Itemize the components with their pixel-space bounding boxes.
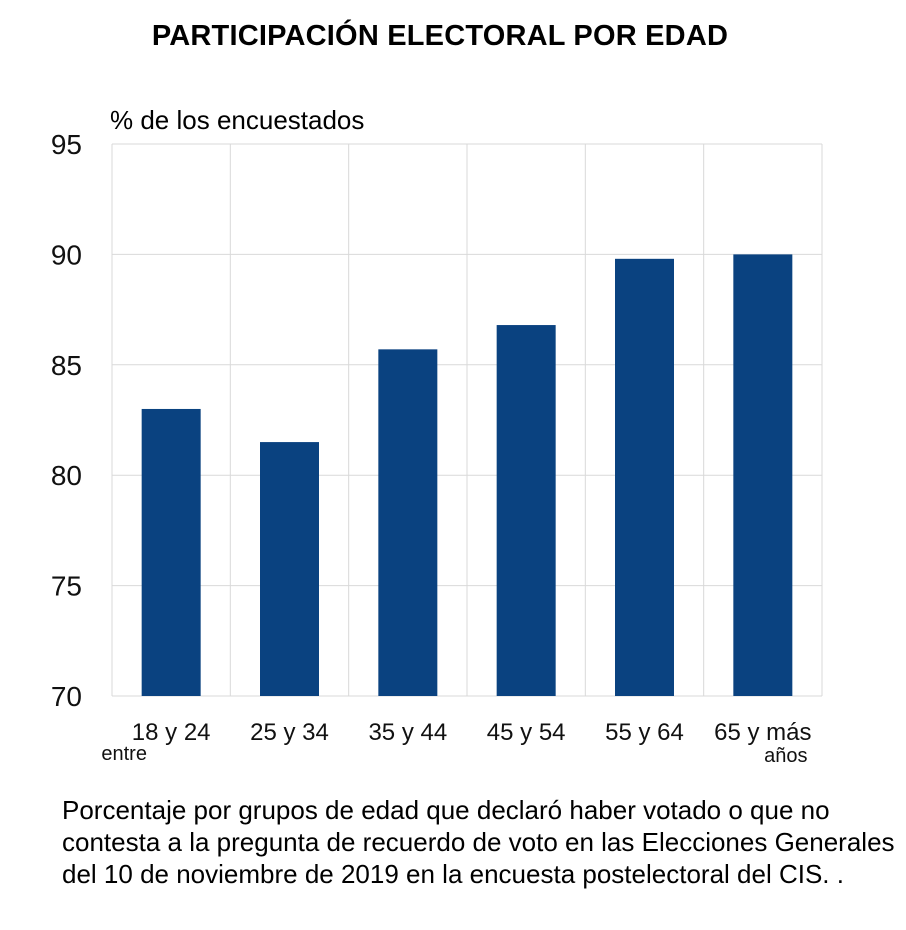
bar — [733, 254, 793, 696]
bar — [378, 349, 438, 696]
bar-layer — [141, 254, 793, 696]
x-tick-label: 45 y 54 — [487, 719, 566, 746]
y-tick-label: 95 — [51, 129, 82, 160]
grid-layer — [111, 143, 823, 697]
x-tick-label: 65 y más — [714, 719, 811, 746]
chart-caption: Porcentaje por grupos de edad que declar… — [62, 795, 895, 889]
x-tick-label: 18 y 24 — [132, 719, 211, 746]
x-tick-suffix: años — [764, 745, 807, 767]
x-tick-label: 55 y 64 — [605, 719, 684, 746]
bar-chart: 70 75 80 85 90 95 18 y 24 25 y 34 35 y 44 45 y 54… — [51, 129, 823, 767]
y-tick-label: 70 — [51, 681, 82, 712]
label-layer: 70 75 80 85 90 95 18 y 24 25 y 34 35 y 44 45 y 54… — [51, 129, 812, 767]
chart-title: PARTICIPACIÓN ELECTORAL POR EDAD — [151, 20, 729, 52]
y-tick-label: 90 — [51, 239, 82, 270]
bar — [615, 258, 674, 696]
x-tick-label: 25 y 34 — [250, 719, 329, 746]
y-axis-label: % de los encuestados — [110, 105, 365, 135]
y-tick-label: 75 — [51, 571, 82, 602]
x-tick-label: 35 y 44 — [368, 719, 447, 746]
bar — [496, 325, 556, 696]
x-tick-prefix: entre — [101, 743, 147, 765]
bar — [141, 408, 201, 696]
y-tick-label: 85 — [51, 350, 82, 381]
bar — [260, 442, 319, 696]
y-tick-label: 80 — [51, 460, 82, 491]
